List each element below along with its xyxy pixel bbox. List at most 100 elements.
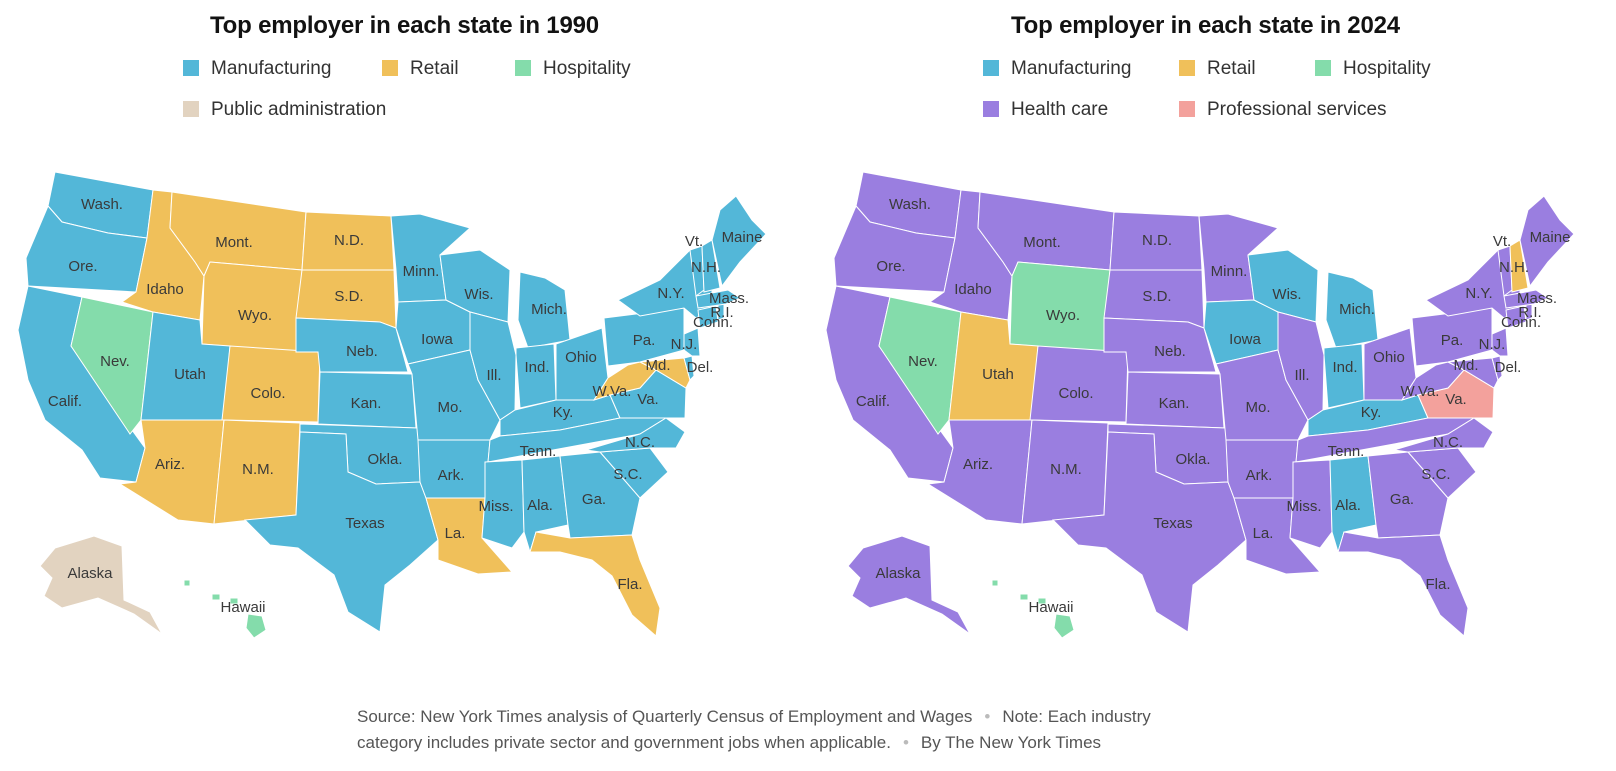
state-label-texas: Texas: [345, 515, 384, 532]
state-label-n-m: N.M.: [242, 461, 274, 478]
state-ind: [1323, 343, 1365, 409]
state-label-ky: Ky.: [553, 404, 574, 421]
legend-swatch: [1179, 101, 1195, 117]
state-label-s-d: S.D.: [334, 288, 363, 305]
state-label-calif: Calif.: [856, 393, 890, 410]
state-label-n-m: N.M.: [1050, 461, 1082, 478]
legend-item-professional-services: Professional services: [1179, 99, 1387, 121]
state-label-okla: Okla.: [367, 451, 402, 468]
us-map-2024: Wash. Ore. Calif. Nev. Idaho Mont. Wyo. Utah Col…: [825, 171, 1575, 639]
state-label-ill: Ill.: [1295, 367, 1310, 384]
state-label-neb: Neb.: [1154, 343, 1186, 360]
state-label-va: Va.: [1445, 391, 1466, 408]
legend-swatch: [382, 60, 398, 76]
map-panel-2024: Top employer in each state in 2024 Manuf…: [808, 0, 1616, 690]
state-label-colo: Colo.: [1058, 385, 1093, 402]
state-label-ga: Ga.: [1390, 491, 1414, 508]
state-label-ga: Ga.: [582, 491, 606, 508]
legend-item-public-administration: Public administration: [183, 99, 386, 121]
source-text: Source: New York Times analysis of Quart…: [357, 707, 973, 726]
state-n-h: [1509, 239, 1529, 293]
state-label-s-c: S.C.: [1421, 466, 1450, 483]
legend-item-hospitality: Hospitality: [1315, 58, 1431, 80]
state-label-colo: Colo.: [250, 385, 285, 402]
state-label-ind: Ind.: [524, 359, 549, 376]
state-label-iowa: Iowa: [1229, 331, 1261, 348]
state-md: [638, 357, 691, 389]
state-label-ore: Ore.: [68, 258, 97, 275]
state-label-ohio: Ohio: [565, 349, 597, 366]
state-label-ind: Ind.: [1332, 359, 1357, 376]
legend-swatch: [983, 60, 999, 76]
note-text-continued: category includes private sector and gov…: [357, 733, 891, 752]
map-title-1990: Top employer in each state in 1990: [210, 12, 599, 39]
state-mass: [1503, 289, 1550, 309]
state-label-ala: Ala.: [1335, 497, 1361, 514]
state-label-neb: Neb.: [346, 343, 378, 360]
state-label-iowa: Iowa: [421, 331, 453, 348]
state-label-conn: Conn.: [693, 314, 733, 331]
state-label-conn: Conn.: [1501, 314, 1541, 331]
state-label-miss: Miss.: [1287, 498, 1322, 515]
state-label-kan: Kan.: [1159, 395, 1190, 412]
state-label-n-h: N.H.: [1499, 259, 1529, 276]
state-label-wis: Wis.: [464, 286, 493, 303]
state-label-idaho: Idaho: [954, 281, 992, 298]
state-label-mich: Mich.: [1339, 301, 1375, 318]
state-label-miss: Miss.: [479, 498, 514, 515]
state-label-la: La.: [1253, 525, 1274, 542]
state-label-r-i: R.I.: [710, 304, 733, 321]
legend-item-retail: Retail: [382, 58, 459, 80]
state-conn: [1505, 305, 1527, 329]
state-nev: [70, 296, 154, 435]
note-text: Note: Each industry: [1002, 707, 1151, 726]
us-map-1990: Wash. Ore. Calif. Nev. Idaho Mont. Wyo. Utah Col…: [17, 171, 767, 639]
state-label-vt: Vt.: [685, 233, 703, 250]
state-label-md: Md.: [645, 357, 670, 374]
state-label-wash: Wash.: [81, 196, 123, 213]
state-label-mich: Mich.: [531, 301, 567, 318]
state-texas: [1051, 431, 1247, 633]
state-hawaii: [183, 579, 267, 639]
state-label-mo: Mo.: [437, 399, 462, 416]
footnote: Source: New York Times analysis of Quart…: [357, 707, 1151, 752]
state-label-del: Del.: [687, 359, 714, 376]
legend-swatch: [183, 60, 199, 76]
state-alaska: [847, 535, 971, 635]
state-label-texas: Texas: [1153, 515, 1192, 532]
state-label-pa: Pa.: [1441, 332, 1464, 349]
state-del: [1491, 355, 1503, 381]
state-label-del: Del.: [1495, 359, 1522, 376]
state-label-alaska: Alaska: [875, 565, 921, 582]
state-label-utah: Utah: [174, 366, 206, 383]
legend-item-health-care: Health care: [983, 99, 1108, 121]
state-label-n-d: N.D.: [1142, 232, 1172, 249]
state-label-mont: Mont.: [1023, 234, 1061, 251]
state-label-mass: Mass.: [1517, 290, 1557, 307]
state-label-n-c: N.C.: [1433, 434, 1463, 451]
state-label-n-y: N.Y.: [657, 285, 684, 302]
state-label-ark: Ark.: [1246, 467, 1273, 484]
state-label-wyo: Wyo.: [1046, 307, 1080, 324]
map-panel-1990: Top employer in each state in 1990 Manuf…: [0, 0, 808, 690]
state-label-n-c: N.C.: [625, 434, 655, 451]
state-fla: [1337, 531, 1469, 637]
state-label-n-h: N.H.: [691, 259, 721, 276]
state-label-ill: Ill.: [487, 367, 502, 384]
state-label-pa: Pa.: [633, 332, 656, 349]
state-alaska: [39, 535, 163, 635]
state-label-utah: Utah: [982, 366, 1014, 383]
state-label-w-va: W.Va.: [1401, 383, 1440, 400]
state-label-minn: Minn.: [403, 263, 440, 280]
state-label-va: Va.: [637, 391, 658, 408]
state-label-mo: Mo.: [1245, 399, 1270, 416]
state-neb: [1103, 317, 1217, 373]
state-label-r-i: R.I.: [1518, 304, 1541, 321]
state-n-h: [701, 239, 721, 293]
state-label-mont: Mont.: [215, 234, 253, 251]
state-del: [683, 355, 695, 381]
state-label-okla: Okla.: [1175, 451, 1210, 468]
legend-item-hospitality: Hospitality: [515, 58, 631, 80]
state-label-ala: Ala.: [527, 497, 553, 514]
state-label-vt: Vt.: [1493, 233, 1511, 250]
